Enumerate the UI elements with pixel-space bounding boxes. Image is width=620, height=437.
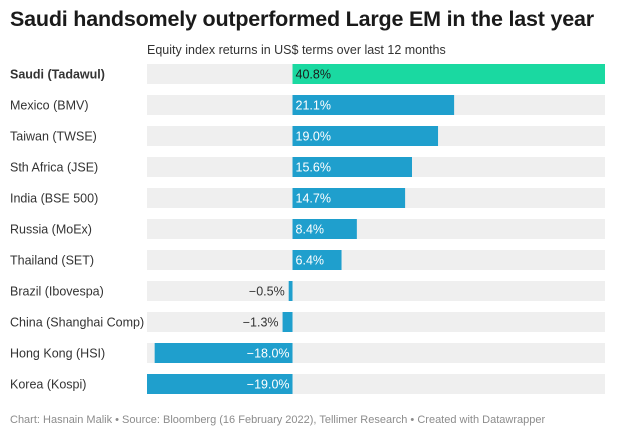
value-label-taiwan-twse: 19.0% <box>296 130 331 144</box>
value-label-india-bse-500: 14.7% <box>296 192 331 206</box>
value-label-mexico-bmv: 21.1% <box>296 99 331 113</box>
category-label-thailand-set: Thailand (SET) <box>10 254 94 268</box>
bar-china-shanghai-comp <box>282 312 293 332</box>
chart-footer: Chart: Hasnain Malik • Source: Bloomberg… <box>10 414 546 426</box>
value-label-korea-kospi: −19.0% <box>247 378 290 392</box>
value-label-hong-kong-hsi: −18.0% <box>247 347 290 361</box>
category-label-hong-kong-hsi: Hong Kong (HSI) <box>10 347 105 361</box>
bar-korea-kospi <box>147 374 293 394</box>
bar-thailand-set <box>292 250 342 270</box>
value-label-sth-africa-jse: 15.6% <box>296 161 331 175</box>
category-label-india-bse-500: India (BSE 500) <box>10 192 98 206</box>
category-label-mexico-bmv: Mexico (BMV) <box>10 99 88 113</box>
bar-background-thailand-set <box>147 250 605 270</box>
chart-title: Saudi handsomely outperformed Large EM i… <box>10 7 594 31</box>
bar-saudi-tadawul <box>292 64 605 84</box>
bar-sth-africa-jse <box>292 157 412 177</box>
value-label-thailand-set: 6.4% <box>296 254 325 268</box>
chart-subtitle: Equity index returns in US$ terms over l… <box>147 43 446 57</box>
bar-background-russia-moex <box>147 219 605 239</box>
category-label-taiwan-twse: Taiwan (TWSE) <box>10 130 97 144</box>
category-label-saudi-tadawul: Saudi (Tadawul) <box>10 68 105 82</box>
bar-india-bse-500 <box>292 188 406 208</box>
category-label-brazil-ibovespa: Brazil (Ibovespa) <box>10 285 104 299</box>
value-label-china-shanghai-comp: −1.3% <box>243 316 279 330</box>
bar-background-china-shanghai-comp <box>147 312 605 332</box>
bar-russia-moex <box>292 219 357 239</box>
category-label-korea-kospi: Korea (Kospi) <box>10 378 86 392</box>
bar-hong-kong-hsi <box>154 343 293 363</box>
value-label-saudi-tadawul: 40.8% <box>296 68 331 82</box>
category-label-sth-africa-jse: Sth Africa (JSE) <box>10 161 98 175</box>
value-label-brazil-ibovespa: −0.5% <box>249 285 285 299</box>
bar-mexico-bmv <box>292 95 455 115</box>
bar-background-brazil-ibovespa <box>147 281 605 301</box>
category-label-china-shanghai-comp: China (Shanghai Comp) <box>10 316 144 330</box>
bar-taiwan-twse <box>292 126 439 146</box>
bar-brazil-ibovespa <box>288 281 293 301</box>
category-label-russia-moex: Russia (MoEx) <box>10 223 92 237</box>
value-label-russia-moex: 8.4% <box>296 223 325 237</box>
